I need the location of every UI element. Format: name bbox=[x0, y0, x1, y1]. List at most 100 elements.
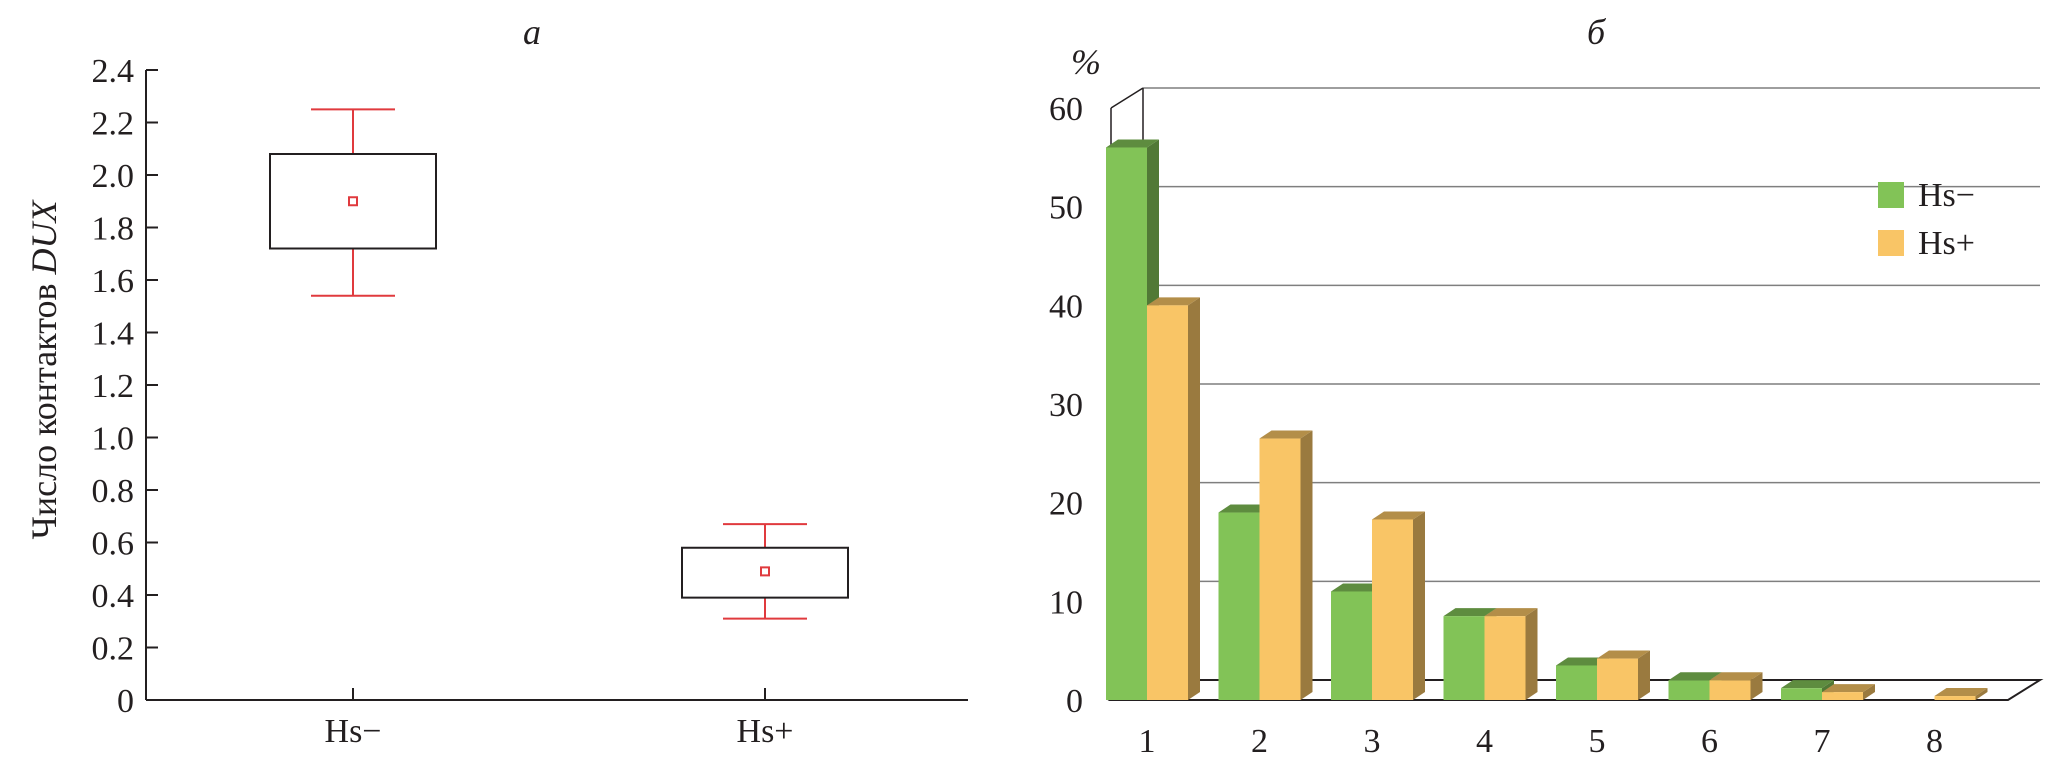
x-tick-label: 5 bbox=[1589, 723, 1606, 760]
bar-front bbox=[1709, 680, 1751, 700]
bar-top bbox=[1372, 511, 1425, 520]
x-tick-label: 4 bbox=[1476, 723, 1493, 760]
x-tick-label: 8 bbox=[1926, 723, 1943, 760]
bar-side bbox=[1525, 608, 1538, 700]
bar bbox=[1709, 672, 1763, 700]
box bbox=[681, 546, 849, 599]
y-axis-unit: % bbox=[1071, 42, 1101, 82]
bar-top bbox=[1934, 688, 1988, 697]
x-tick-label: 1 bbox=[1139, 723, 1156, 760]
bar-front bbox=[1484, 616, 1526, 700]
box-plot-panel: а Число контактов DUX 0 0.2 0.4 0.6 0.8 1.0 1.… bbox=[24, 12, 968, 750]
bar-chart-panel: б % 0 10 20 30 40 50 60 1 2 3 4 5 6 7 8 Hs− Hs+ bbox=[1049, 12, 2044, 760]
y-tick-label: 2.0 bbox=[92, 158, 135, 195]
bar-front bbox=[1218, 512, 1260, 700]
bar-top bbox=[1709, 672, 1763, 681]
panel-a-title: а bbox=[523, 12, 541, 52]
x-tick-label: 6 bbox=[1701, 723, 1718, 760]
bar-front bbox=[1443, 616, 1485, 700]
bar-front bbox=[1781, 688, 1822, 700]
y-tick-label: 10 bbox=[1049, 584, 1083, 621]
y-tick-label: 0 bbox=[1066, 683, 1083, 720]
bar-front bbox=[1556, 665, 1597, 700]
bar-top bbox=[1259, 430, 1313, 439]
x-tick-label: 3 bbox=[1364, 723, 1381, 760]
y-tick-label: 0 bbox=[117, 683, 134, 720]
bar-top bbox=[1597, 650, 1650, 659]
y-tick-label: 1.0 bbox=[92, 421, 135, 458]
boxes bbox=[269, 108, 849, 620]
y-tick-label: 20 bbox=[1049, 486, 1083, 523]
y-tick-label: 50 bbox=[1049, 190, 1083, 227]
bars bbox=[1106, 139, 1988, 700]
y-tick-label: 0.4 bbox=[92, 578, 135, 615]
x-tick-label: 2 bbox=[1251, 723, 1268, 760]
bar-front bbox=[1259, 438, 1301, 700]
bar bbox=[1484, 608, 1538, 700]
y-tick-label: 0.2 bbox=[92, 631, 135, 668]
bar bbox=[1259, 430, 1313, 700]
legend: Hs− Hs+ bbox=[1878, 177, 1975, 262]
bar-front bbox=[1822, 692, 1863, 700]
y-tick-label: 30 bbox=[1049, 387, 1083, 424]
y-tick-label: 1.2 bbox=[92, 368, 135, 405]
bar-side bbox=[1300, 430, 1313, 700]
box-group bbox=[681, 523, 849, 620]
bar-side bbox=[1975, 688, 1988, 700]
bar bbox=[1597, 650, 1650, 700]
bar-top bbox=[1668, 672, 1722, 681]
legend-swatch bbox=[1878, 182, 1904, 208]
y-tick-mark bbox=[1110, 87, 1144, 109]
bar-front bbox=[1147, 305, 1188, 700]
y-axis-label: Число контактов DUX bbox=[24, 199, 64, 540]
x-ticks: 1 2 3 4 5 6 7 8 bbox=[1139, 723, 1944, 760]
bar-front bbox=[1372, 519, 1413, 700]
bar-side bbox=[1188, 297, 1200, 700]
y-ticks: 0 10 20 30 40 50 60 bbox=[1049, 87, 1144, 720]
y-tick-label: 2.2 bbox=[92, 106, 135, 143]
bar-side bbox=[1638, 650, 1650, 700]
bar-top bbox=[1331, 583, 1384, 592]
legend-label: Hs− bbox=[1918, 177, 1975, 214]
box bbox=[269, 153, 437, 250]
bar-top bbox=[1484, 608, 1538, 617]
bar-front bbox=[1331, 591, 1372, 700]
y-tick-label: 40 bbox=[1049, 288, 1083, 325]
x-ticks: Hs− Hs+ bbox=[325, 688, 793, 750]
y-axis-label-main: Число контактов bbox=[24, 275, 64, 540]
x-tick-label: Hs− bbox=[325, 713, 382, 750]
y-tick-label: 1.6 bbox=[92, 263, 135, 300]
bar bbox=[1822, 684, 1875, 700]
y-tick-label: 0.6 bbox=[92, 526, 135, 563]
legend-label: Hs+ bbox=[1918, 225, 1975, 262]
mean-marker bbox=[348, 196, 358, 207]
y-axis-label-italic: DUX bbox=[24, 199, 64, 276]
y-tick-label: 0.8 bbox=[92, 473, 135, 510]
legend-swatch bbox=[1878, 230, 1904, 256]
y-tick-label: 2.4 bbox=[92, 53, 135, 90]
bar-front bbox=[1106, 147, 1147, 700]
mean-marker bbox=[760, 566, 770, 577]
bar-top bbox=[1106, 139, 1159, 148]
bar-top bbox=[1147, 297, 1200, 306]
bar-front bbox=[1597, 658, 1638, 700]
x-tick-label: 7 bbox=[1814, 723, 1831, 760]
bar-top bbox=[1218, 504, 1272, 513]
bar-side bbox=[1413, 511, 1425, 700]
bar-front bbox=[1934, 696, 1976, 700]
bar bbox=[1372, 511, 1425, 700]
bar bbox=[1934, 688, 1988, 700]
bar-front bbox=[1668, 680, 1710, 700]
y-tick-label: 1.4 bbox=[92, 316, 135, 353]
bar-side bbox=[1863, 684, 1875, 700]
bar-top bbox=[1443, 608, 1497, 617]
bar bbox=[1147, 297, 1200, 700]
panel-b-title: б bbox=[1587, 12, 1607, 52]
bar-top bbox=[1781, 680, 1834, 689]
bar-top bbox=[1822, 684, 1875, 693]
y-tick-label: 60 bbox=[1049, 91, 1083, 128]
y-tick-label: 1.8 bbox=[92, 211, 135, 248]
y-ticks: 0 0.2 0.4 0.6 0.8 1.0 1.2 1.4 1.6 1.8 2.0 2.2 2.4 bbox=[92, 53, 158, 720]
box-group bbox=[269, 108, 437, 297]
